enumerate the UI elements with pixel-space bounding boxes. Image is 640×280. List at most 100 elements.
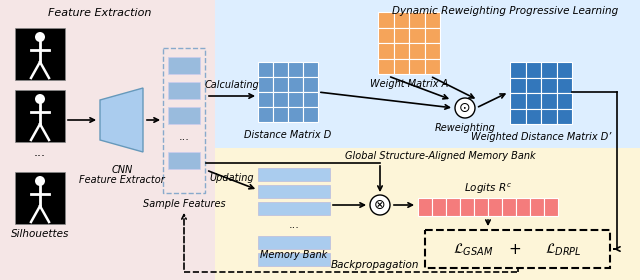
Bar <box>258 253 330 266</box>
Text: Reweighting: Reweighting <box>435 123 495 133</box>
Bar <box>541 62 557 78</box>
Circle shape <box>370 195 390 215</box>
Text: ⊗: ⊗ <box>374 198 386 212</box>
Bar <box>394 59 409 74</box>
Bar <box>541 93 557 109</box>
Bar <box>258 168 330 181</box>
Bar <box>168 57 200 74</box>
Bar <box>394 12 409 27</box>
Bar <box>378 59 394 74</box>
Bar <box>502 198 516 216</box>
Bar <box>557 62 572 78</box>
Bar <box>215 0 640 148</box>
Text: Updating: Updating <box>210 173 254 183</box>
Bar <box>446 198 460 216</box>
Text: Weight Matrix A: Weight Matrix A <box>370 79 448 89</box>
Bar <box>460 198 474 216</box>
Bar <box>378 12 394 27</box>
Bar <box>424 43 440 59</box>
Bar <box>273 62 288 77</box>
Text: ...: ... <box>34 146 46 158</box>
Bar <box>409 27 424 43</box>
Text: ...: ... <box>179 132 189 142</box>
Text: $\mathcal{L}_{GSAM}$: $\mathcal{L}_{GSAM}$ <box>453 242 493 258</box>
Bar <box>273 107 288 122</box>
Bar <box>303 92 318 107</box>
Bar <box>409 59 424 74</box>
Bar <box>424 12 440 27</box>
Bar <box>288 77 303 92</box>
Bar <box>288 107 303 122</box>
Bar <box>378 43 394 59</box>
Bar <box>258 62 273 77</box>
Bar <box>15 172 65 224</box>
Bar <box>273 92 288 107</box>
Text: Backpropagation: Backpropagation <box>331 260 419 270</box>
Bar <box>541 109 557 124</box>
Bar <box>15 28 65 80</box>
Bar <box>530 198 544 216</box>
Bar <box>544 198 558 216</box>
Bar <box>15 90 65 142</box>
Circle shape <box>35 94 45 104</box>
Text: Feature Extractor: Feature Extractor <box>79 175 165 185</box>
Bar <box>168 82 200 99</box>
Bar <box>258 77 273 92</box>
Bar <box>424 27 440 43</box>
Bar <box>409 43 424 59</box>
Bar <box>525 78 541 93</box>
Bar <box>303 107 318 122</box>
Circle shape <box>455 98 475 118</box>
Bar <box>303 77 318 92</box>
Bar <box>516 198 530 216</box>
Bar <box>288 62 303 77</box>
Bar <box>488 198 502 216</box>
Bar <box>525 109 541 124</box>
Circle shape <box>35 176 45 186</box>
Bar <box>258 202 330 215</box>
Text: ...: ... <box>289 220 300 230</box>
Bar <box>525 62 541 78</box>
Bar <box>258 92 273 107</box>
Text: Logits $R^c$: Logits $R^c$ <box>464 182 512 196</box>
Bar <box>215 148 640 280</box>
Bar <box>258 185 330 198</box>
Bar <box>409 12 424 27</box>
Bar <box>510 109 525 124</box>
Bar <box>510 78 525 93</box>
Text: Weighted Distance Matrix D’: Weighted Distance Matrix D’ <box>471 132 611 142</box>
Bar <box>394 27 409 43</box>
Bar <box>525 93 541 109</box>
Polygon shape <box>100 88 143 152</box>
Bar <box>510 62 525 78</box>
Bar <box>510 93 525 109</box>
Text: Feature Extraction: Feature Extraction <box>48 8 152 18</box>
Bar <box>394 43 409 59</box>
Bar <box>557 93 572 109</box>
Text: ⊙: ⊙ <box>459 101 471 115</box>
Bar <box>418 198 432 216</box>
Bar <box>424 59 440 74</box>
Text: Dynamic Reweighting Progressive Learning: Dynamic Reweighting Progressive Learning <box>392 6 618 16</box>
Bar <box>288 92 303 107</box>
Bar <box>432 198 446 216</box>
Bar <box>168 107 200 124</box>
Text: Silhouettes: Silhouettes <box>11 229 69 239</box>
Text: Global Structure-Aligned Memory Bank: Global Structure-Aligned Memory Bank <box>345 151 535 161</box>
Bar <box>273 77 288 92</box>
Bar <box>474 198 488 216</box>
Bar <box>541 78 557 93</box>
Bar <box>168 152 200 169</box>
Text: +: + <box>509 242 522 258</box>
Bar <box>0 0 215 280</box>
Text: CNN: CNN <box>111 165 132 175</box>
Circle shape <box>35 32 45 42</box>
Bar <box>258 236 330 249</box>
Text: Distance Matrix D: Distance Matrix D <box>244 130 332 140</box>
Bar <box>557 109 572 124</box>
Text: Sample Features: Sample Features <box>143 199 225 209</box>
Text: $\mathcal{L}_{DRPL}$: $\mathcal{L}_{DRPL}$ <box>545 242 581 258</box>
Text: Memory Bank: Memory Bank <box>260 250 328 260</box>
Bar <box>303 62 318 77</box>
Bar <box>378 27 394 43</box>
